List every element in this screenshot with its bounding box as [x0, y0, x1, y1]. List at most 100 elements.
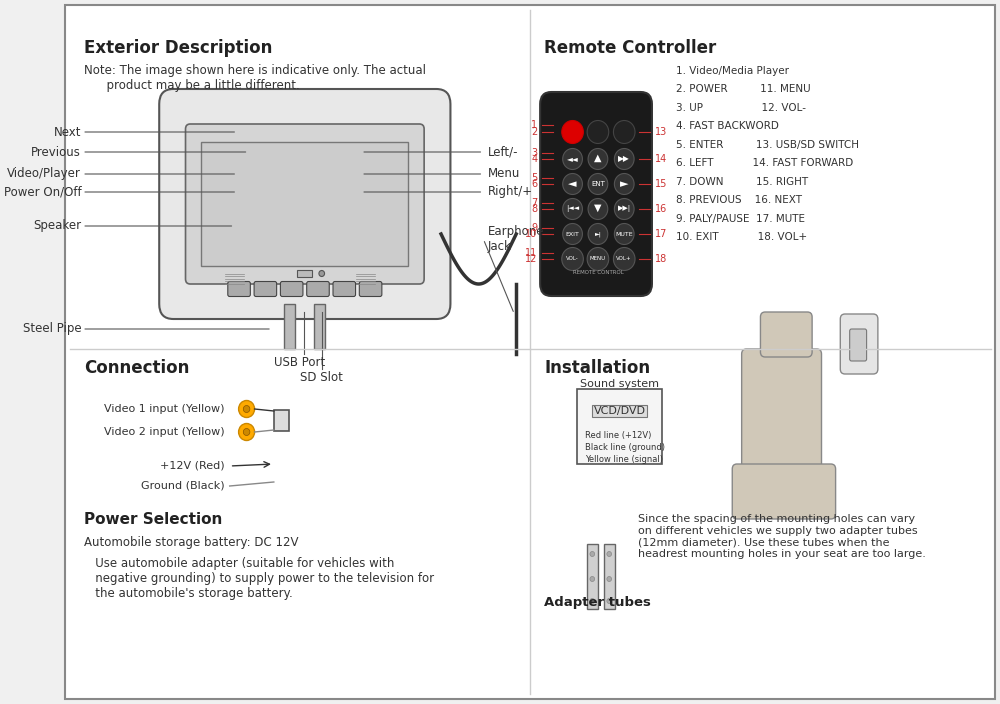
Text: 12: 12 [525, 254, 537, 264]
Text: +12V (Red): +12V (Red) [160, 461, 225, 471]
Text: 13: 13 [655, 127, 667, 137]
Circle shape [607, 577, 612, 582]
Text: ►: ► [620, 179, 628, 189]
Circle shape [588, 223, 608, 244]
Text: 4. FAST BACKWORD: 4. FAST BACKWORD [676, 122, 779, 132]
FancyBboxPatch shape [201, 142, 408, 266]
Text: 2: 2 [531, 127, 537, 137]
Text: REMOTE CONTROL: REMOTE CONTROL [573, 270, 623, 275]
Text: 6. LEFT            14. FAST FORWARD: 6. LEFT 14. FAST FORWARD [676, 158, 853, 168]
Text: 5: 5 [531, 173, 537, 183]
Circle shape [587, 248, 609, 270]
Text: 4: 4 [531, 154, 537, 164]
FancyBboxPatch shape [333, 282, 356, 296]
Text: Power Selection: Power Selection [84, 512, 222, 527]
Text: Sound system: Sound system [580, 379, 659, 389]
Text: ►|: ►| [594, 231, 601, 237]
Text: 9: 9 [531, 223, 537, 233]
Text: VOL+: VOL+ [616, 256, 632, 261]
Circle shape [563, 199, 582, 220]
Circle shape [562, 248, 583, 270]
Text: 3: 3 [531, 148, 537, 158]
Circle shape [590, 598, 595, 603]
Text: Exterior Description: Exterior Description [84, 39, 272, 57]
Text: 1: 1 [531, 120, 537, 130]
Text: USB Port: USB Port [274, 356, 325, 369]
Text: Note: The image shown here is indicative only. The actual
      product may be a: Note: The image shown here is indicative… [84, 64, 426, 92]
Text: Use automobile adapter (suitable for vehicles with
   negative grounding) to sup: Use automobile adapter (suitable for veh… [84, 557, 434, 600]
FancyBboxPatch shape [742, 349, 822, 479]
FancyBboxPatch shape [760, 312, 812, 357]
Text: Adapter tubes: Adapter tubes [544, 596, 651, 609]
FancyBboxPatch shape [280, 282, 303, 296]
FancyBboxPatch shape [186, 124, 424, 284]
Circle shape [319, 270, 325, 277]
Text: MENU: MENU [590, 256, 606, 261]
Text: Right/+: Right/+ [488, 185, 533, 199]
Text: Automobile storage battery: DC 12V: Automobile storage battery: DC 12V [84, 536, 299, 549]
Circle shape [243, 429, 250, 436]
Circle shape [563, 173, 582, 194]
FancyBboxPatch shape [297, 270, 312, 277]
Text: Steel Pipe: Steel Pipe [23, 322, 81, 336]
FancyBboxPatch shape [732, 464, 836, 519]
FancyBboxPatch shape [587, 544, 598, 609]
Text: ENT: ENT [591, 181, 605, 187]
FancyBboxPatch shape [314, 304, 325, 349]
Circle shape [562, 120, 583, 144]
Text: Video/Player: Video/Player [7, 168, 81, 180]
Text: Power On/Off: Power On/Off [4, 185, 81, 199]
Text: Earphone
Jack: Earphone Jack [488, 225, 545, 253]
Text: Red line (+12V): Red line (+12V) [585, 431, 651, 440]
Text: VOL-: VOL- [566, 256, 579, 261]
Text: Installation: Installation [544, 359, 651, 377]
Text: 10. EXIT            18. VOL+: 10. EXIT 18. VOL+ [676, 232, 807, 242]
Text: Speaker: Speaker [33, 220, 81, 232]
Circle shape [588, 199, 608, 220]
FancyBboxPatch shape [274, 410, 289, 431]
Circle shape [587, 120, 609, 144]
Circle shape [239, 401, 255, 417]
Text: 2. POWER          11. MENU: 2. POWER 11. MENU [676, 84, 811, 94]
Circle shape [590, 551, 595, 556]
FancyBboxPatch shape [228, 282, 250, 296]
Circle shape [588, 173, 608, 194]
Circle shape [614, 199, 634, 220]
Text: Ground (Black): Ground (Black) [141, 481, 225, 491]
Text: 17: 17 [655, 229, 667, 239]
FancyBboxPatch shape [65, 5, 995, 699]
Circle shape [239, 424, 255, 441]
Circle shape [614, 173, 634, 194]
Text: MUTE: MUTE [615, 232, 633, 237]
Text: 9. PALY/PAUSE  17. MUTE: 9. PALY/PAUSE 17. MUTE [676, 214, 805, 224]
Circle shape [563, 223, 582, 244]
Circle shape [614, 149, 634, 170]
Text: 5. ENTER          13. USB/SD SWITCH: 5. ENTER 13. USB/SD SWITCH [676, 140, 859, 150]
FancyBboxPatch shape [159, 89, 450, 319]
FancyBboxPatch shape [359, 282, 382, 296]
Text: 3. UP                  12. VOL-: 3. UP 12. VOL- [676, 103, 806, 113]
Text: EXIT: EXIT [566, 232, 579, 237]
Text: Next: Next [54, 125, 81, 139]
Circle shape [590, 577, 595, 582]
Circle shape [588, 149, 608, 170]
Text: Yellow line (signal): Yellow line (signal) [585, 455, 663, 464]
Text: Menu: Menu [488, 168, 520, 180]
Circle shape [607, 598, 612, 603]
Circle shape [563, 149, 582, 170]
Text: ▶▶: ▶▶ [618, 154, 630, 163]
Circle shape [613, 248, 635, 270]
Text: 7: 7 [531, 198, 537, 208]
Text: SD Slot: SD Slot [300, 371, 343, 384]
Text: Since the spacing of the mounting holes can vary
on different vehicles we supply: Since the spacing of the mounting holes … [638, 514, 926, 559]
Text: 18: 18 [655, 254, 667, 264]
Text: 14: 14 [655, 154, 667, 164]
Text: Remote Controller: Remote Controller [544, 39, 717, 57]
FancyBboxPatch shape [284, 304, 295, 349]
Text: 7. DOWN          15. RIGHT: 7. DOWN 15. RIGHT [676, 177, 808, 187]
FancyBboxPatch shape [850, 329, 867, 361]
Text: 8. PREVIOUS    16. NEXT: 8. PREVIOUS 16. NEXT [676, 196, 802, 206]
Text: Video 1 input (Yellow): Video 1 input (Yellow) [104, 404, 225, 414]
FancyBboxPatch shape [840, 314, 878, 374]
Text: |◄◄: |◄◄ [566, 206, 579, 213]
